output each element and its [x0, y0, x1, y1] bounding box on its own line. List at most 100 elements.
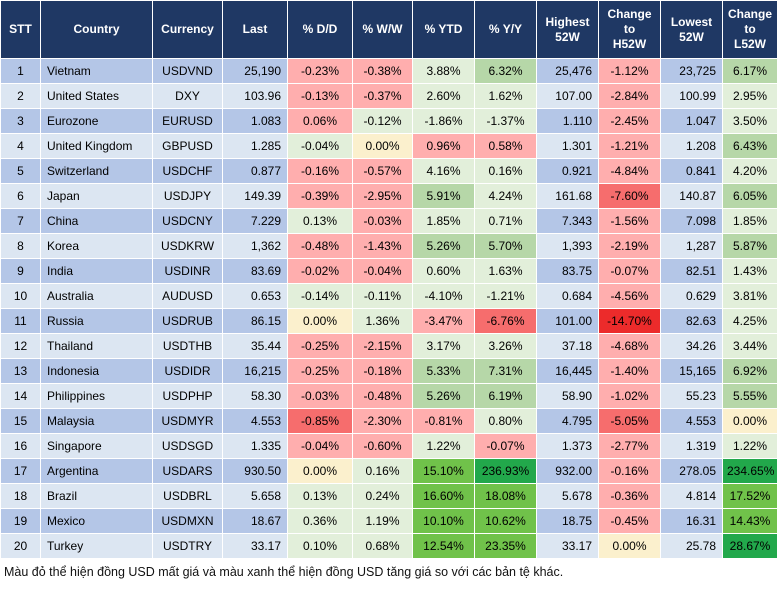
cell-h52: 0.684 — [536, 283, 599, 309]
cell-l52: 0.629 — [660, 283, 723, 309]
cell-l52: 278.05 — [660, 458, 723, 484]
cell-last: 33.17 — [222, 533, 288, 559]
cell-ch_l: 4.20% — [722, 158, 777, 184]
cell-h52: 18.75 — [536, 508, 599, 534]
cell-h52: 7.343 — [536, 208, 599, 234]
cell-dd: -0.14% — [287, 283, 353, 309]
cell-country: United Kingdom — [40, 133, 153, 159]
cell-ch_l: 6.05% — [722, 183, 777, 209]
cell-dd: -0.04% — [287, 133, 353, 159]
cell-l52: 55.23 — [660, 383, 723, 409]
cell-ch_l: 5.55% — [722, 383, 777, 409]
header-lowest-52w: Lowest 52W — [660, 0, 723, 59]
cell-stt: 9 — [0, 258, 41, 284]
cell-l52: 1,287 — [660, 233, 723, 259]
cell-ch_h: -2.19% — [598, 233, 661, 259]
cell-dd: -0.48% — [287, 233, 353, 259]
cell-currency: EURUSD — [152, 108, 223, 134]
cell-h52: 0.921 — [536, 158, 599, 184]
header-pct-dd: % D/D — [287, 0, 353, 59]
cell-h52: 37.18 — [536, 333, 599, 359]
cell-l52: 1.047 — [660, 108, 723, 134]
cell-ch_l: 3.44% — [722, 333, 777, 359]
table-header: STT Country Currency Last % D/D % W/W % … — [0, 0, 777, 59]
cell-last: 35.44 — [222, 333, 288, 359]
cell-ytd: 1.22% — [412, 433, 475, 459]
cell-last: 1.285 — [222, 133, 288, 159]
cell-ch_h: -2.84% — [598, 83, 661, 109]
table-row: 17 Argentina USDARS 930.50 0.00% 0.16% 15.10% 2… — [0, 458, 777, 484]
cell-stt: 19 — [0, 508, 41, 534]
cell-l52: 25.78 — [660, 533, 723, 559]
cell-ww: 1.36% — [352, 308, 413, 334]
cell-ww: -0.57% — [352, 158, 413, 184]
header-stt: STT — [0, 0, 41, 59]
cell-ytd: 3.17% — [412, 333, 475, 359]
cell-ww: 1.19% — [352, 508, 413, 534]
cell-dd: -0.25% — [287, 358, 353, 384]
cell-ytd: -4.10% — [412, 283, 475, 309]
cell-ch_h: -2.45% — [598, 108, 661, 134]
cell-ch_h: -14.70% — [598, 308, 661, 334]
cell-currency: USDSGD — [152, 433, 223, 459]
table-row: 4 United Kingdom GBPUSD 1.285 -0.04% 0.00% 0.9… — [0, 133, 777, 159]
cell-yy: 6.32% — [474, 58, 537, 84]
cell-yy: 18.08% — [474, 483, 537, 509]
cell-last: 7.229 — [222, 208, 288, 234]
cell-dd: -0.23% — [287, 58, 353, 84]
cell-stt: 17 — [0, 458, 41, 484]
cell-h52: 25,476 — [536, 58, 599, 84]
cell-h52: 16,445 — [536, 358, 599, 384]
cell-stt: 11 — [0, 308, 41, 334]
cell-country: United States — [40, 83, 153, 109]
cell-dd: 0.00% — [287, 458, 353, 484]
cell-ytd: -0.81% — [412, 408, 475, 434]
header-country: Country — [40, 0, 153, 59]
cell-ch_l: 5.87% — [722, 233, 777, 259]
cell-ch_l: 6.43% — [722, 133, 777, 159]
header-pct-yy: % Y/Y — [474, 0, 537, 59]
cell-yy: 3.26% — [474, 333, 537, 359]
table-row: 12 Thailand USDTHB 35.44 -0.25% -2.15% 3.17% 3.… — [0, 333, 777, 359]
cell-yy: -1.21% — [474, 283, 537, 309]
cell-stt: 4 — [0, 133, 41, 159]
cell-last: 1.335 — [222, 433, 288, 459]
cell-yy: 7.31% — [474, 358, 537, 384]
cell-ww: -0.48% — [352, 383, 413, 409]
cell-ytd: 12.54% — [412, 533, 475, 559]
cell-stt: 10 — [0, 283, 41, 309]
cell-h52: 161.68 — [536, 183, 599, 209]
cell-yy: 5.70% — [474, 233, 537, 259]
table-row: 16 Singapore USDSGD 1.335 -0.04% -0.60% 1.22% -… — [0, 433, 777, 459]
cell-ytd: 5.91% — [412, 183, 475, 209]
cell-l52: 7.098 — [660, 208, 723, 234]
cell-h52: 5.678 — [536, 483, 599, 509]
cell-stt: 13 — [0, 358, 41, 384]
cell-dd: -0.13% — [287, 83, 353, 109]
cell-l52: 82.51 — [660, 258, 723, 284]
table-row: 8 Korea USDKRW 1,362 -0.48% -1.43% 5.26% 5.70% 1… — [0, 233, 777, 259]
cell-last: 0.653 — [222, 283, 288, 309]
cell-last: 86.15 — [222, 308, 288, 334]
cell-h52: 83.75 — [536, 258, 599, 284]
cell-l52: 34.26 — [660, 333, 723, 359]
cell-yy: 4.24% — [474, 183, 537, 209]
table-row: 6 Japan USDJPY 149.39 -0.39% -2.95% 5.91% 4.24%… — [0, 183, 777, 209]
cell-h52: 1,393 — [536, 233, 599, 259]
cell-dd: -0.02% — [287, 258, 353, 284]
cell-dd: 0.13% — [287, 483, 353, 509]
cell-ww: 0.24% — [352, 483, 413, 509]
cell-currency: USDCHF — [152, 158, 223, 184]
cell-yy: 0.58% — [474, 133, 537, 159]
cell-l52: 4.814 — [660, 483, 723, 509]
cell-ww: -0.60% — [352, 433, 413, 459]
cell-ytd: 0.60% — [412, 258, 475, 284]
cell-country: China — [40, 208, 153, 234]
cell-stt: 2 — [0, 83, 41, 109]
cell-ch_h: -4.84% — [598, 158, 661, 184]
cell-ch_l: 17.52% — [722, 483, 777, 509]
cell-yy: 1.63% — [474, 258, 537, 284]
table-row: 1 Vietnam USDVND 25,190 -0.23% -0.38% 3.88% 6.3… — [0, 58, 777, 84]
cell-ch_l: 3.50% — [722, 108, 777, 134]
cell-l52: 1.208 — [660, 133, 723, 159]
